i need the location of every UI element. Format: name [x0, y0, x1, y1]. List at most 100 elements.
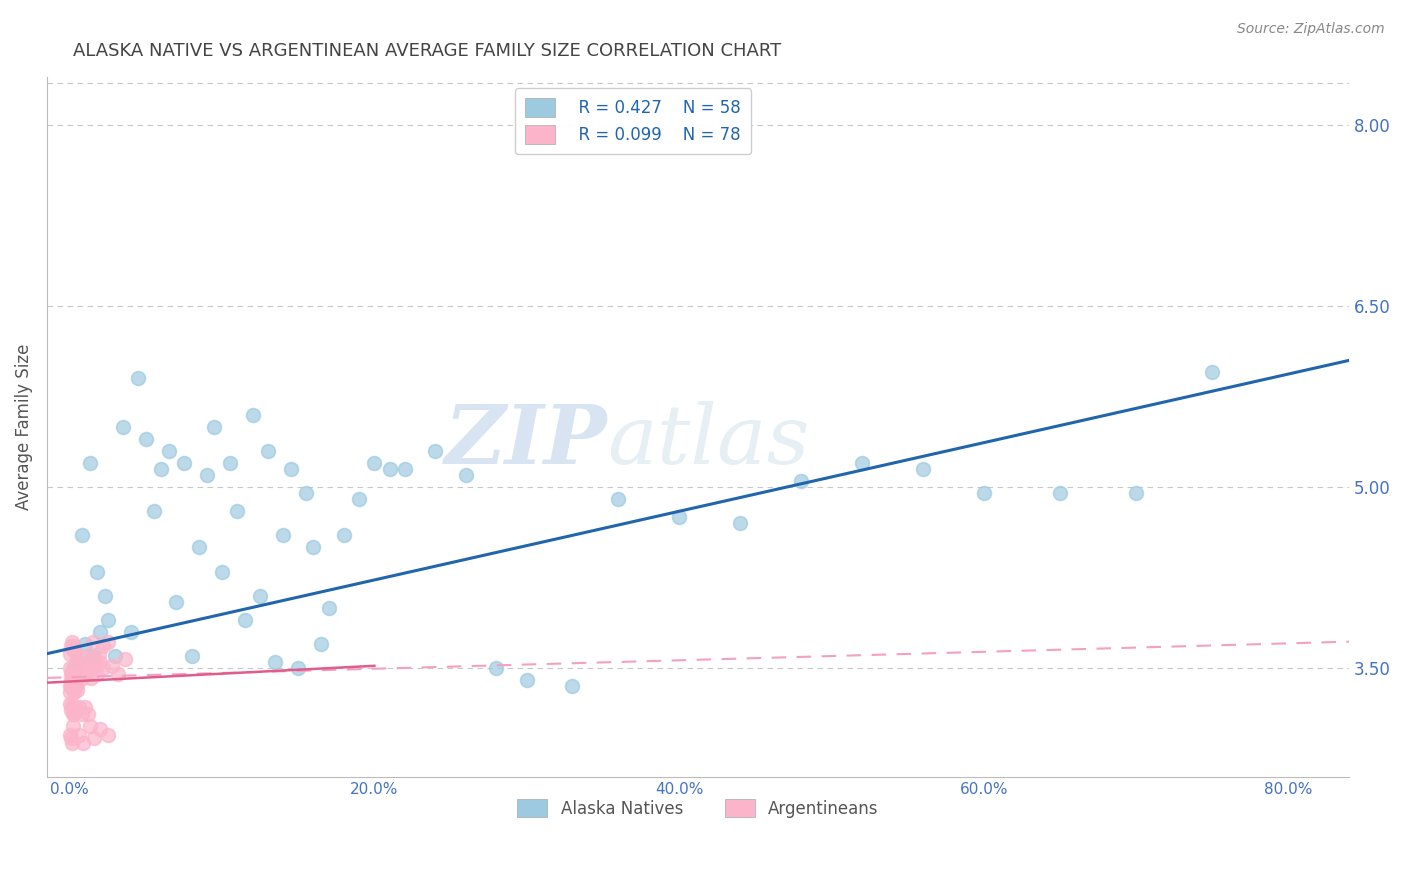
Point	[63, 679, 86, 693]
Y-axis label: Average Family Size: Average Family Size	[15, 343, 32, 510]
Point	[242, 408, 264, 422]
Point	[59, 647, 82, 661]
Point	[91, 640, 114, 654]
Point	[79, 456, 101, 470]
Point	[104, 649, 127, 664]
Point	[67, 699, 90, 714]
Point	[218, 456, 240, 470]
Point	[69, 664, 91, 678]
Point	[60, 673, 83, 688]
Point	[83, 651, 105, 665]
Point	[77, 649, 100, 664]
Point	[333, 528, 356, 542]
Point	[63, 661, 86, 675]
Point	[485, 661, 508, 675]
Point	[204, 419, 226, 434]
Point	[394, 462, 416, 476]
Point	[66, 671, 89, 685]
Point	[72, 651, 94, 665]
Point	[264, 655, 287, 669]
Point	[62, 707, 84, 722]
Point	[195, 468, 218, 483]
Point	[97, 634, 120, 648]
Point	[226, 504, 249, 518]
Point	[62, 667, 84, 681]
Point	[63, 664, 86, 678]
Point	[63, 667, 86, 681]
Point	[66, 661, 89, 675]
Point	[73, 658, 96, 673]
Point	[86, 565, 108, 579]
Point	[89, 625, 111, 640]
Point	[287, 661, 309, 675]
Point	[65, 671, 87, 685]
Point	[65, 682, 87, 697]
Point	[561, 679, 583, 693]
Point	[63, 643, 86, 657]
Point	[65, 667, 87, 681]
Point	[91, 661, 114, 675]
Point	[188, 541, 211, 555]
Point	[107, 667, 129, 681]
Point	[76, 667, 98, 681]
Point	[256, 443, 278, 458]
Point	[60, 731, 83, 746]
Point	[67, 728, 90, 742]
Point	[302, 541, 325, 555]
Point	[1125, 486, 1147, 500]
Point	[309, 637, 332, 651]
Point	[165, 595, 187, 609]
Point	[59, 728, 82, 742]
Point	[87, 647, 110, 661]
Point	[378, 462, 401, 476]
Point	[77, 707, 100, 722]
Point	[60, 634, 83, 648]
Point	[295, 486, 318, 500]
Point	[59, 698, 82, 712]
Point	[62, 643, 84, 657]
Point	[911, 462, 934, 476]
Point	[62, 675, 84, 690]
Point	[83, 731, 105, 746]
Point	[211, 565, 233, 579]
Legend: Alaska Natives, Argentineans: Alaska Natives, Argentineans	[510, 793, 886, 824]
Point	[59, 679, 82, 693]
Point	[62, 675, 84, 690]
Point	[63, 685, 86, 699]
Point	[120, 625, 142, 640]
Point	[70, 707, 93, 722]
Point	[101, 658, 124, 673]
Point	[1201, 365, 1223, 379]
Point	[65, 655, 87, 669]
Point	[851, 456, 873, 470]
Point	[60, 736, 83, 750]
Point	[60, 673, 83, 688]
Point	[94, 589, 117, 603]
Text: ALASKA NATIVE VS ARGENTINEAN AVERAGE FAMILY SIZE CORRELATION CHART: ALASKA NATIVE VS ARGENTINEAN AVERAGE FAM…	[73, 42, 782, 60]
Point	[142, 504, 165, 518]
Point	[66, 655, 89, 669]
Point	[150, 462, 173, 476]
Point	[60, 667, 83, 681]
Point	[62, 640, 84, 654]
Point	[60, 698, 83, 712]
Point	[60, 667, 83, 681]
Point	[173, 456, 195, 470]
Point	[89, 722, 111, 736]
Point	[67, 655, 90, 669]
Point	[97, 728, 120, 742]
Point	[318, 600, 340, 615]
Point	[89, 655, 111, 669]
Point	[60, 640, 83, 654]
Point	[84, 658, 107, 673]
Point	[62, 661, 84, 675]
Point	[66, 655, 89, 669]
Point	[70, 671, 93, 685]
Point	[59, 685, 82, 699]
Point	[363, 456, 385, 470]
Point	[59, 661, 82, 675]
Point	[65, 679, 87, 693]
Point	[249, 589, 271, 603]
Point	[62, 671, 84, 685]
Point	[79, 661, 101, 675]
